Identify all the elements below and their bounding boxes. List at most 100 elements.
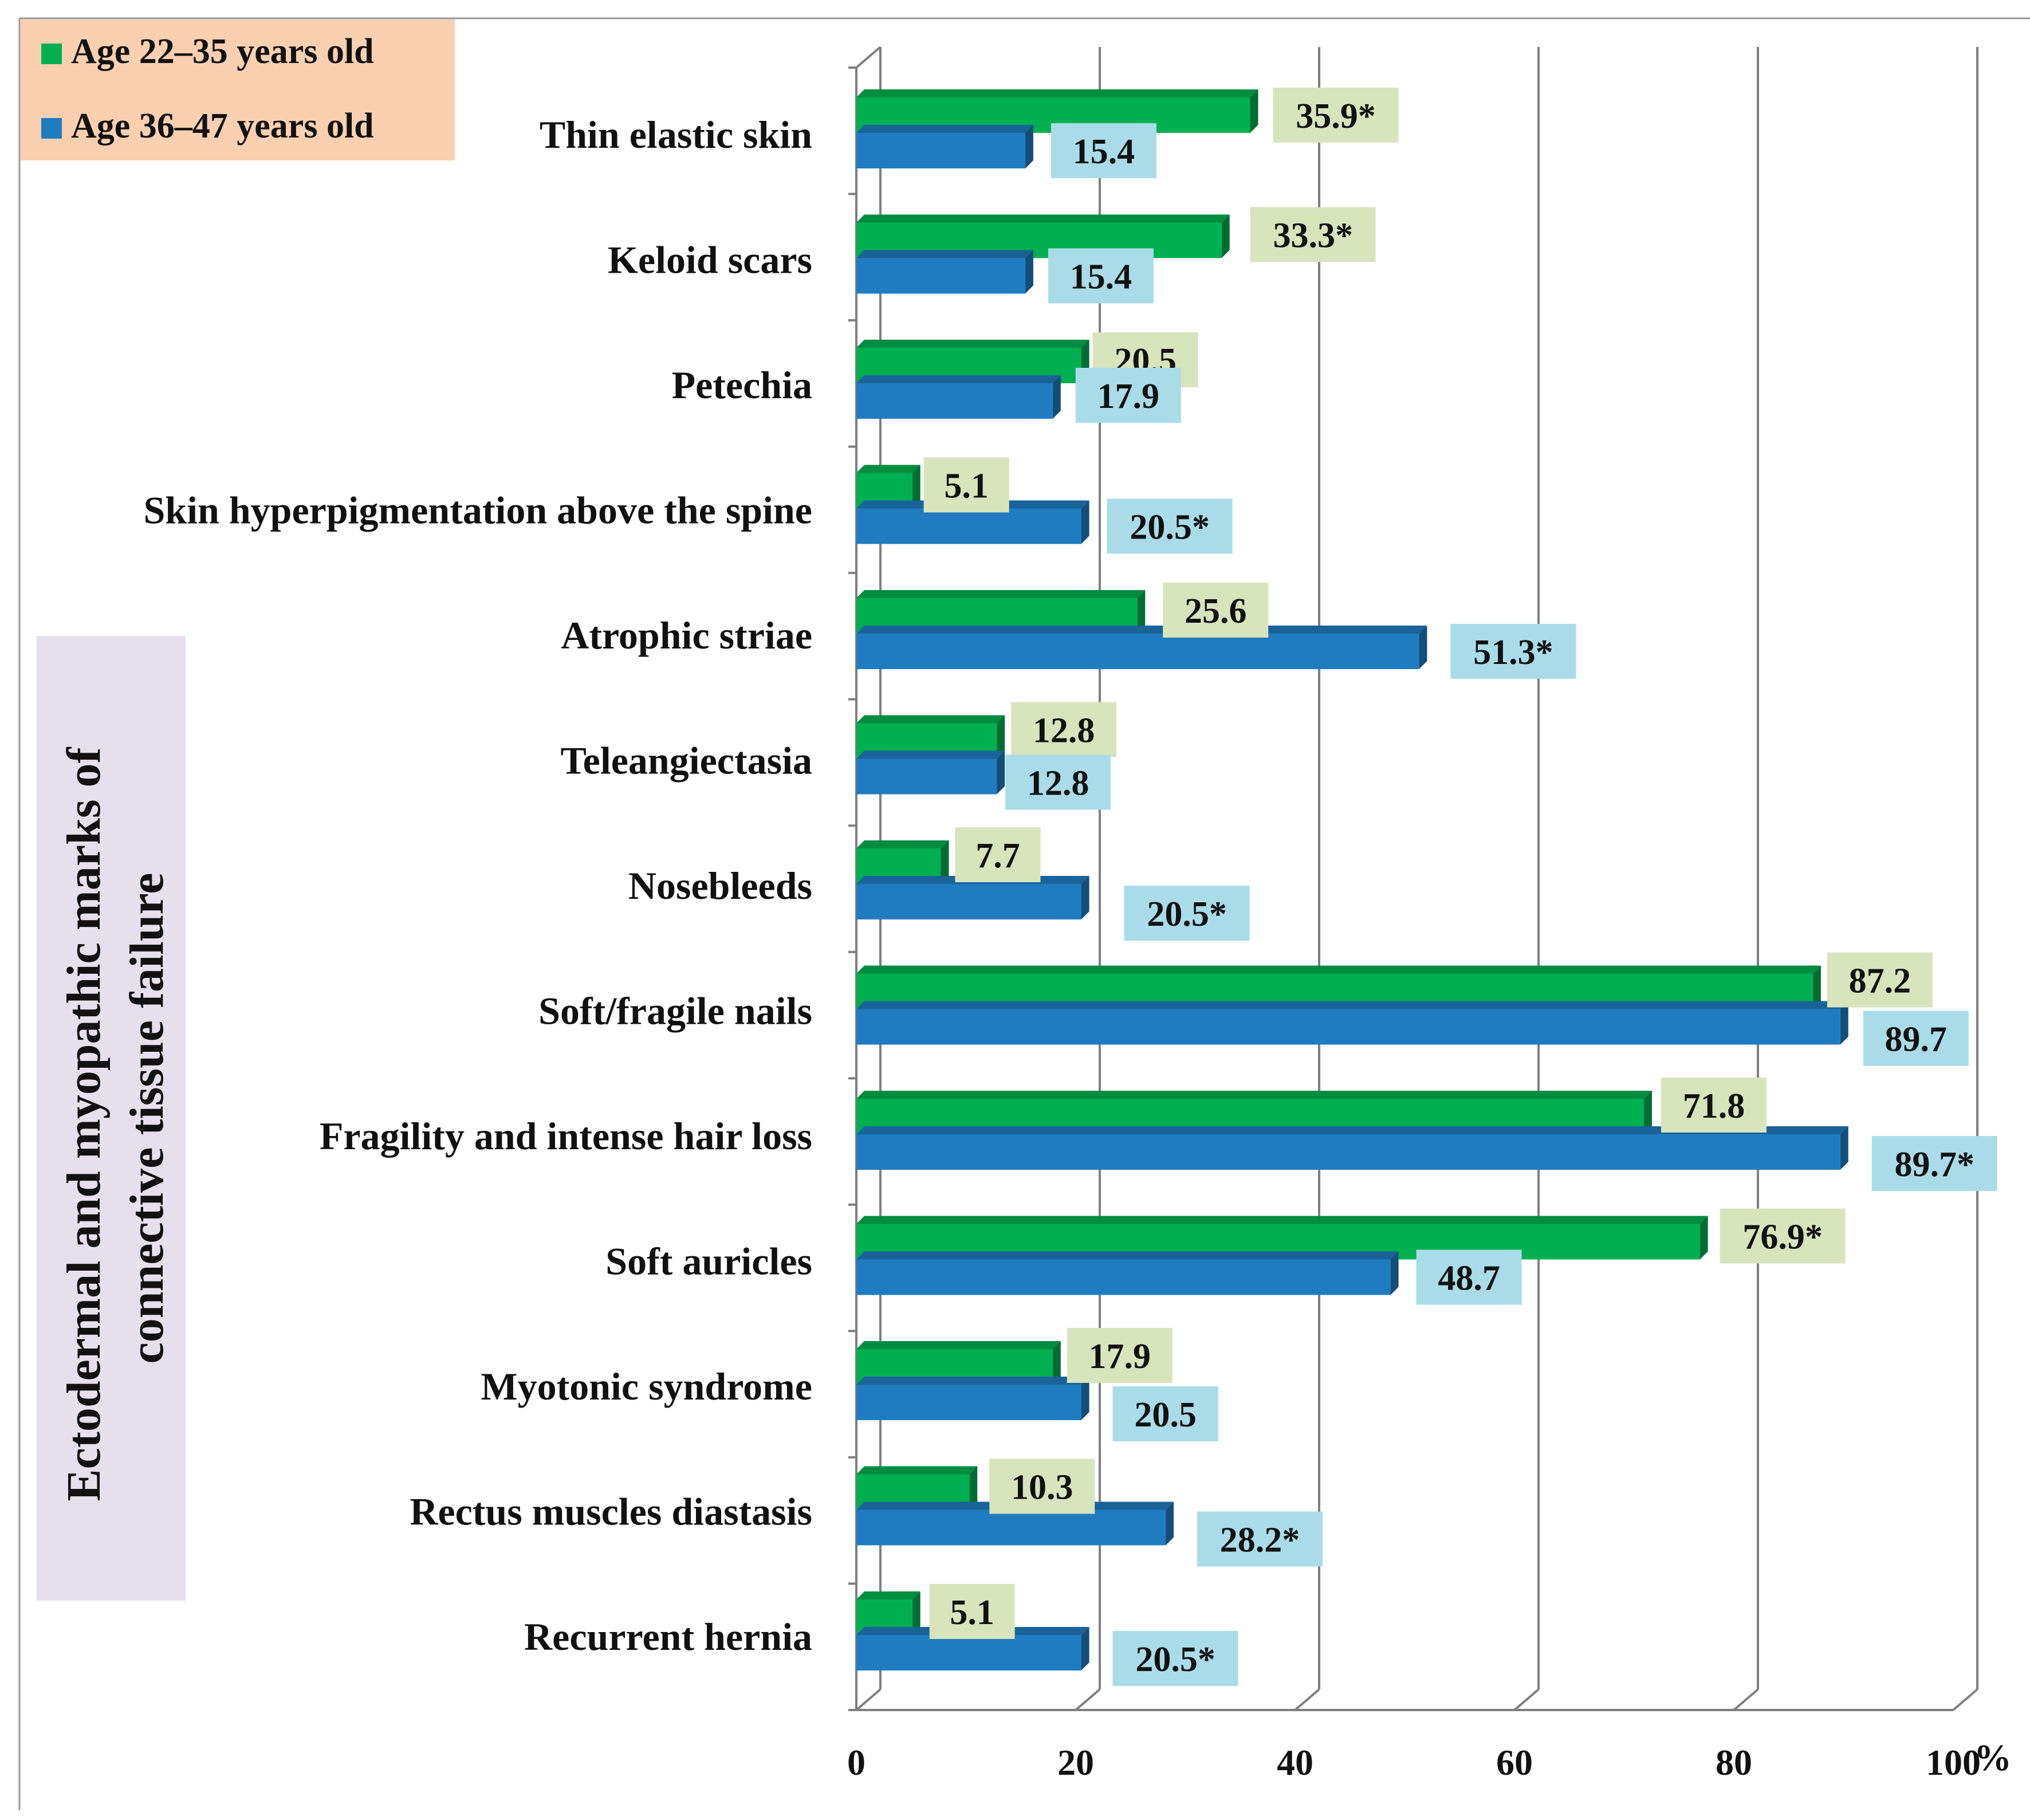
y-axis-top: [855, 46, 882, 69]
category-label: Fragility and intense hair loss: [320, 1114, 812, 1158]
data-label: 20.5*: [1147, 895, 1227, 934]
data-label: 20.5*: [1135, 1640, 1215, 1679]
bar-side-face: [1419, 626, 1427, 669]
bar-top-face: [856, 1377, 1089, 1385]
bar-side-face: [1025, 250, 1033, 294]
gridline-floor: [1733, 1688, 1759, 1711]
bar-top-face: [856, 715, 1005, 724]
category-label: Soft auricles: [605, 1240, 812, 1283]
category-label: Thin elastic skin: [540, 113, 812, 156]
data-label-box: [929, 1584, 1015, 1639]
gridline-floor: [1294, 1688, 1320, 1711]
y-axis-label: Ectodermal and myopathic marks of connec…: [37, 636, 186, 1601]
bar-top-face: [856, 1591, 920, 1599]
bar-top-face: [856, 1091, 1652, 1099]
bar-side-face: [1221, 214, 1230, 258]
bar-side-face: [1812, 965, 1821, 1009]
legend: Age 22–35 years old Age 36–47 years old: [21, 19, 455, 160]
bar-side-face: [1390, 1251, 1399, 1295]
category-label: Atrophic striae: [561, 614, 812, 657]
x-tick-label: 100: [1926, 1742, 1981, 1783]
data-label-box: [955, 827, 1041, 882]
bar-top-face: [856, 214, 1230, 223]
bar: [856, 884, 1081, 919]
data-label-box: [1112, 1631, 1238, 1686]
bar-top-face: [856, 965, 1821, 974]
legend-box: [21, 19, 455, 160]
data-label-box: [1075, 368, 1181, 423]
x-tick-label: 60: [1496, 1742, 1533, 1783]
tick-layer: 0 20 40 60 80 100: [847, 1742, 1981, 1783]
bar-top-face: [856, 750, 1005, 759]
bar-side-face: [941, 840, 949, 884]
data-label-box: [1005, 754, 1111, 810]
data-label: 5.1: [944, 467, 989, 506]
x-axis-unit: %: [1974, 1737, 2012, 1779]
bar-top-face: [856, 1126, 1848, 1134]
bar-side-face: [1699, 1216, 1708, 1260]
legend-label-series-1: Age 22–35 years old: [71, 32, 374, 71]
bar-layer: [856, 89, 1848, 1670]
data-label: 20.5: [1134, 1396, 1197, 1434]
data-label: 87.2: [1849, 962, 1911, 1001]
bar-top-face: [856, 1341, 1061, 1349]
bar-side-face: [997, 750, 1005, 795]
data-label-box: [1416, 1249, 1522, 1305]
data-label: 17.9: [1097, 377, 1160, 416]
bar-top-face: [856, 340, 1089, 348]
bar: [856, 508, 1081, 544]
bar-side-face: [1025, 125, 1033, 168]
bar-top-face: [856, 375, 1061, 383]
data-label-box: [1051, 123, 1156, 178]
data-label: 7.7: [975, 836, 1020, 875]
bar-side-face: [1081, 876, 1089, 919]
category-label: Rectus muscles diastasis: [410, 1490, 812, 1534]
data-label-box: [1048, 248, 1154, 304]
category-label: Nosebleeds: [628, 864, 812, 907]
data-label-box: [1250, 207, 1376, 262]
y-axis-label-text: Ectodermal and myopathic marks of connec…: [57, 736, 174, 1501]
bar-top-face: [856, 465, 920, 473]
bar-side-face: [1840, 1126, 1848, 1170]
data-label: 12.8: [1027, 764, 1089, 803]
legend-swatch-green: [41, 44, 62, 64]
category-label: Skin hyperpigmentation above the spine: [143, 489, 812, 532]
bar: [856, 758, 997, 795]
data-label: 71.8: [1683, 1087, 1745, 1126]
y-axis-label-line-1: Ectodermal and myopathic marks of: [57, 747, 111, 1501]
grid-layer: [855, 47, 1978, 1711]
data-label-box: [1871, 1136, 1997, 1191]
category-label: Myotonic syndrome: [481, 1365, 812, 1408]
y-axis-label-box: [37, 636, 186, 1601]
bar-top-face: [856, 125, 1033, 133]
data-label-box: [923, 457, 1009, 513]
data-label-box: [1107, 498, 1233, 554]
data-label: 25.6: [1185, 592, 1247, 631]
data-label-box: [1720, 1208, 1846, 1264]
bar: [856, 383, 1053, 419]
data-label: 20.5*: [1130, 508, 1210, 547]
data-label: 35.9*: [1296, 97, 1376, 136]
bar-side-face: [1081, 1627, 1089, 1670]
gridline-floor: [1075, 1688, 1101, 1711]
bar-side-face: [1137, 590, 1146, 634]
bar-top-face: [856, 89, 1258, 97]
bar-side-face: [1081, 500, 1089, 544]
category-label: Recurrent hernia: [524, 1615, 812, 1658]
category-label: Soft/fragile nails: [538, 989, 812, 1033]
gridline-floor: [1952, 1688, 1978, 1711]
data-label: 48.7: [1438, 1259, 1500, 1298]
category-label: Petechia: [672, 363, 812, 407]
bar-top-face: [856, 250, 1033, 258]
bar-side-face: [912, 1591, 920, 1635]
bar-side-face: [1081, 1377, 1089, 1420]
data-label: 15.4: [1073, 132, 1135, 171]
y-axis-label-line-2: connective tissue failure: [120, 873, 174, 1364]
bar-top-face: [856, 1001, 1848, 1009]
bar: [856, 634, 1419, 669]
data-label-box: [1163, 583, 1269, 638]
bar: [856, 258, 1025, 294]
bar-side-face: [1643, 1091, 1652, 1134]
bar: [856, 1009, 1840, 1045]
